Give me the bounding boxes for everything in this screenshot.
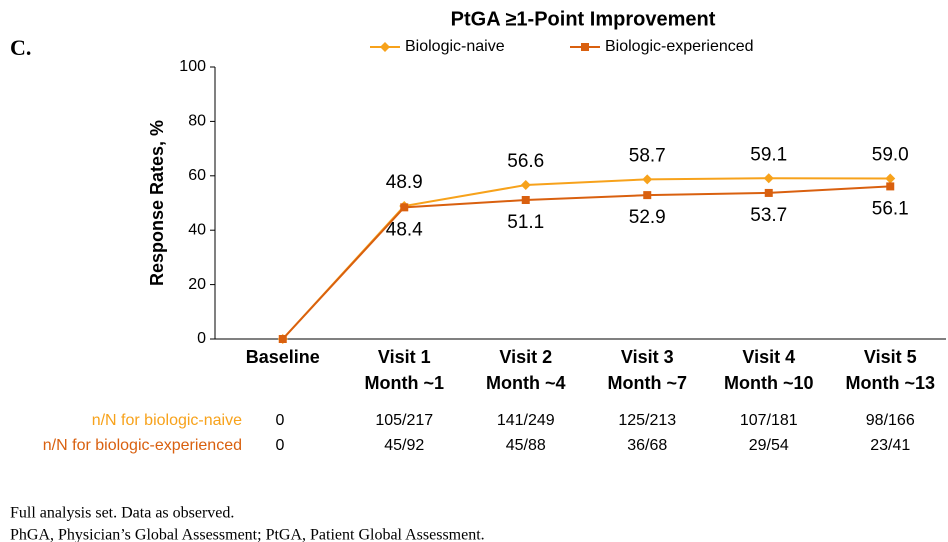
marker <box>380 42 390 52</box>
panel-label: C. <box>10 35 31 60</box>
marker <box>643 191 652 200</box>
marker <box>400 203 409 212</box>
legend-label: Biologic-experienced <box>605 38 754 55</box>
x-tick-label: Month ~1 <box>365 373 445 393</box>
marker <box>278 335 287 343</box>
y-tick-label: 20 <box>188 276 206 293</box>
x-tick-label: Month ~10 <box>724 373 814 393</box>
y-tick-label: 80 <box>188 113 206 130</box>
series-line <box>282 185 891 340</box>
x-tick-label: Month ~7 <box>608 373 688 393</box>
data-label: 56.6 <box>507 151 544 172</box>
y-tick-label: 0 <box>197 330 206 347</box>
footnote: Full analysis set. Data as observed. <box>10 505 234 522</box>
x-tick-label: Visit 3 <box>621 347 674 367</box>
x-tick-label: Visit 1 <box>378 347 431 367</box>
data-label: 56.1 <box>872 198 909 219</box>
y-tick-label: 100 <box>179 58 206 75</box>
x-tick-label: Visit 4 <box>742 347 795 367</box>
table-cell: 29/54 <box>749 437 789 454</box>
x-tick-label: Month ~13 <box>845 373 935 393</box>
series-line <box>282 177 891 340</box>
data-label: 53.7 <box>750 205 787 226</box>
data-label: 58.7 <box>629 145 666 166</box>
y-axis-label: Response Rates, % <box>147 120 167 286</box>
table-cell: 105/217 <box>375 412 433 429</box>
x-tick-label: Visit 2 <box>499 347 552 367</box>
table-cell: 107/181 <box>740 412 798 429</box>
data-label: 48.9 <box>386 172 423 193</box>
table-cell: 0 <box>276 437 285 454</box>
footnote: PhGA, Physician’s Global Assessment; PtG… <box>10 527 485 542</box>
table-cell: 23/41 <box>870 437 910 454</box>
y-tick-label: 40 <box>188 221 206 238</box>
x-tick-label: Month ~4 <box>486 373 566 393</box>
marker <box>763 173 774 184</box>
row-label: n/N for biologic-experienced <box>43 437 242 454</box>
marker <box>520 180 531 191</box>
table-cell: 0 <box>276 412 285 429</box>
table-cell: 141/249 <box>497 412 555 429</box>
data-label: 51.1 <box>507 212 544 233</box>
legend-label: Biologic-naive <box>405 38 505 55</box>
x-tick-label: Baseline <box>246 347 320 367</box>
data-label: 59.0 <box>872 145 909 166</box>
marker <box>764 188 773 197</box>
y-tick-label: 60 <box>188 167 206 184</box>
chart-title: PtGA ≥1-Point Improvement <box>451 8 716 30</box>
row-label: n/N for biologic-naive <box>92 412 242 429</box>
table-cell: 125/213 <box>618 412 676 429</box>
table-cell: 45/92 <box>384 437 424 454</box>
marker <box>642 174 653 185</box>
marker <box>581 43 589 51</box>
marker <box>885 173 896 184</box>
data-label: 52.9 <box>629 207 666 228</box>
x-tick-label: Visit 5 <box>864 347 917 367</box>
table-cell: 45/88 <box>506 437 546 454</box>
table-cell: 98/166 <box>866 412 915 429</box>
marker <box>886 182 895 191</box>
table-cell: 36/68 <box>627 437 667 454</box>
data-label: 59.1 <box>750 144 787 165</box>
marker <box>521 196 530 205</box>
data-label: 48.4 <box>386 219 423 240</box>
